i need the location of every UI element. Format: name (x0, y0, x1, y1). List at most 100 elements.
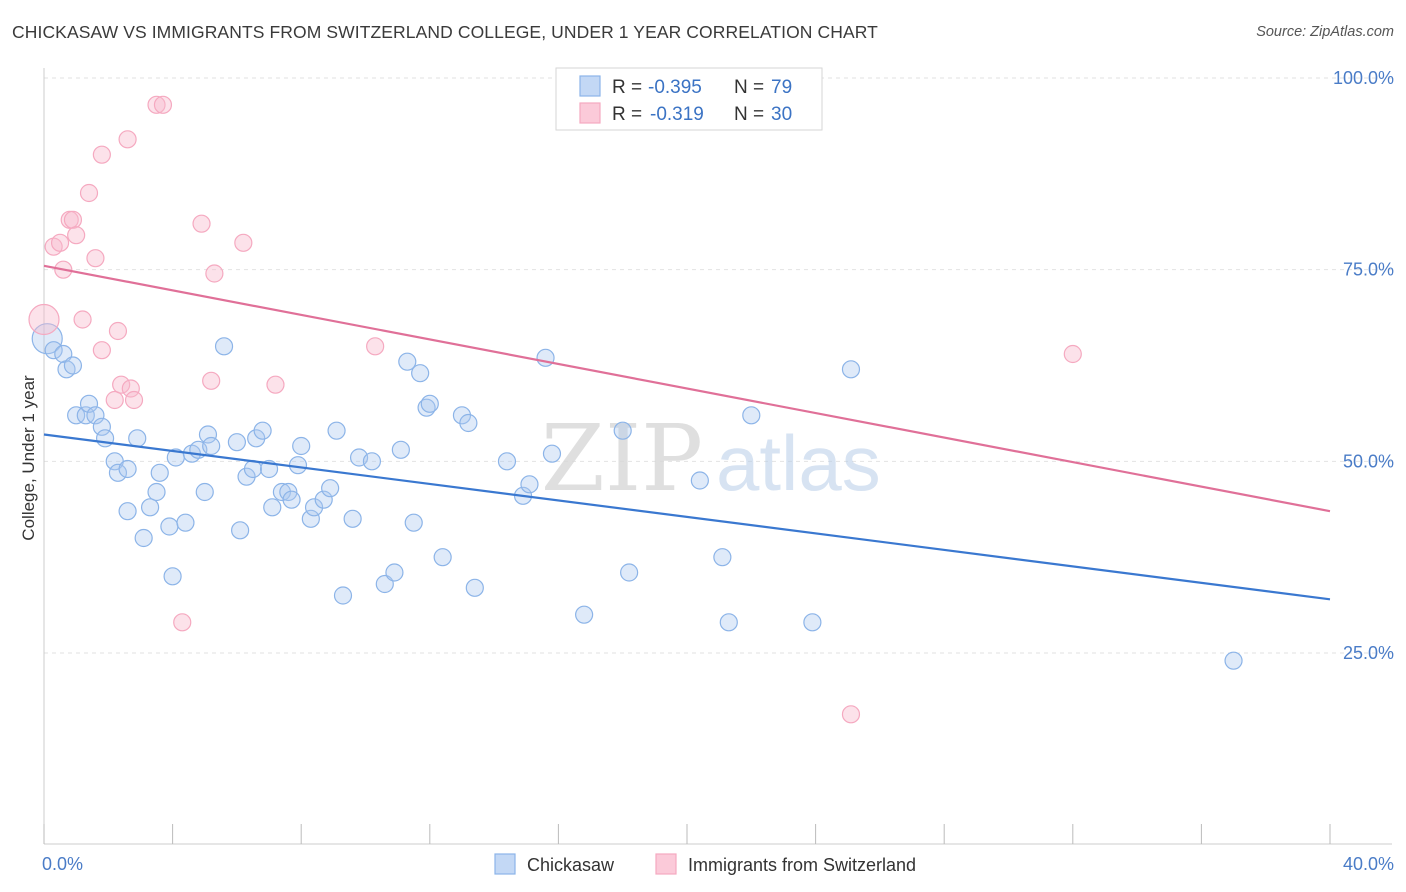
point-chickasaw-62 (459, 413, 478, 433)
point-chickasaw-43 (301, 509, 320, 528)
point-chickasaw-10 (95, 429, 115, 448)
x-tick-label-max: 40.0% (1343, 854, 1394, 874)
point-chickasaw-16 (134, 528, 153, 548)
point-chickasaw-46 (321, 479, 340, 498)
point-switzerland-22 (202, 371, 221, 390)
point-chickasaw-75 (742, 406, 761, 425)
point-chickasaw-42 (292, 436, 311, 456)
point-chickasaw-31 (231, 521, 250, 540)
watermark: ZIP atlas (541, 405, 881, 512)
bottom-legend-label-switzerland: Immigrants from Switzerland (688, 855, 916, 875)
series-chickasaw-points (31, 323, 1243, 670)
point-chickasaw-28 (202, 436, 221, 456)
point-chickasaw-12 (108, 463, 128, 482)
legend-swatch-switzerland (579, 102, 601, 124)
point-switzerland-6 (67, 226, 86, 245)
point-chickasaw-76 (803, 613, 822, 632)
bottom-legend-swatch-chickasaw (494, 853, 516, 875)
point-switzerland-28 (841, 705, 861, 724)
point-chickasaw-26 (195, 482, 214, 502)
point-chickasaw-72 (690, 471, 709, 490)
point-chickasaw-15 (128, 429, 147, 448)
point-switzerland-9 (86, 249, 105, 268)
point-switzerland-29 (1063, 344, 1082, 364)
point-chickasaw-0 (31, 323, 63, 355)
bottom-legend-label-chickasaw: Chickasaw (527, 855, 615, 875)
point-chickasaw-7 (79, 394, 99, 413)
point-chickasaw-51 (362, 452, 382, 471)
point-chickasaw-53 (385, 563, 404, 582)
y-tick-labels: 25.0% 50.0% 75.0% 100.0% (1333, 68, 1394, 663)
series-legend: Chickasaw Immigrants from Switzerland (494, 853, 916, 875)
point-chickasaw-68 (542, 444, 562, 463)
point-switzerland-15 (118, 130, 137, 149)
point-chickasaw-38 (272, 482, 292, 502)
point-chickasaw-56 (404, 513, 423, 532)
point-chickasaw-41 (288, 456, 308, 475)
point-switzerland-7 (73, 310, 92, 329)
point-chickasaw-55 (398, 352, 417, 371)
point-chickasaw-27 (198, 425, 218, 444)
point-chickasaw-67 (536, 348, 555, 367)
point-switzerland-20 (173, 613, 192, 632)
legend-r-label-2: R = (612, 104, 642, 125)
point-chickasaw-63 (465, 578, 484, 597)
point-switzerland-5 (63, 210, 83, 229)
point-chickasaw-69 (575, 605, 594, 624)
trend-line-chickasaw (43, 433, 1331, 601)
gridlines (44, 77, 1392, 654)
point-switzerland-16 (121, 379, 140, 398)
point-switzerland-8 (79, 183, 99, 203)
point-chickasaw-49 (343, 509, 362, 528)
y-tick-label-2: 75.0% (1343, 260, 1394, 280)
point-chickasaw-40 (282, 490, 301, 509)
point-chickasaw-74 (719, 613, 738, 632)
point-chickasaw-35 (253, 421, 272, 440)
point-chickasaw-54 (391, 440, 410, 459)
point-chickasaw-9 (92, 417, 111, 436)
point-switzerland-23 (205, 264, 224, 283)
point-switzerland-24 (234, 233, 253, 252)
x-tick-label-min: 0.0% (42, 854, 83, 874)
point-chickasaw-17 (140, 498, 160, 517)
y-tick-label-0: 25.0% (1343, 643, 1394, 663)
point-chickasaw-70 (613, 421, 632, 440)
point-chickasaw-4 (63, 356, 83, 375)
point-switzerland-2 (50, 233, 70, 252)
point-switzerland-10 (92, 341, 111, 360)
legend-n-value-1: 79 (771, 77, 792, 98)
point-chickasaw-48 (333, 586, 353, 605)
correlation-legend: R = -0.395 N = 79 R = -0.319 N = 30 (555, 67, 823, 131)
legend-n-value-2: 30 (771, 104, 792, 125)
legend-r-value-2: -0.319 (650, 104, 704, 125)
y-axis-label: College, Under 1 year (19, 375, 38, 541)
point-chickasaw-59 (420, 394, 439, 413)
chart-title: CHICKASAW VS IMMIGRANTS FROM SWITZERLAND… (12, 22, 878, 42)
point-chickasaw-37 (263, 498, 282, 517)
point-switzerland-25 (266, 375, 285, 394)
point-chickasaw-64 (497, 452, 517, 471)
point-chickasaw-18 (147, 482, 166, 502)
point-chickasaw-20 (160, 517, 179, 536)
point-switzerland-13 (108, 321, 128, 341)
axes (43, 68, 1392, 845)
point-chickasaw-60 (433, 548, 452, 567)
y-tick-label-3: 100.0% (1333, 68, 1394, 88)
point-switzerland-17 (124, 390, 144, 410)
watermark-atlas: atlas (716, 419, 881, 507)
point-switzerland-11 (92, 145, 111, 164)
point-chickasaw-73 (713, 548, 732, 567)
legend-swatch-chickasaw (579, 75, 601, 97)
point-chickasaw-29 (214, 337, 234, 356)
point-chickasaw-5 (67, 406, 86, 425)
point-chickasaw-23 (176, 513, 195, 532)
point-chickasaw-47 (327, 421, 346, 440)
point-chickasaw-77 (841, 360, 861, 379)
point-switzerland-21 (192, 214, 211, 233)
point-switzerland-26 (366, 337, 385, 356)
legend-n-label-1: N = (734, 77, 764, 98)
point-chickasaw-1 (44, 341, 63, 360)
point-switzerland-12 (105, 390, 124, 410)
chart-source: Source: ZipAtlas.com (1256, 24, 1394, 40)
